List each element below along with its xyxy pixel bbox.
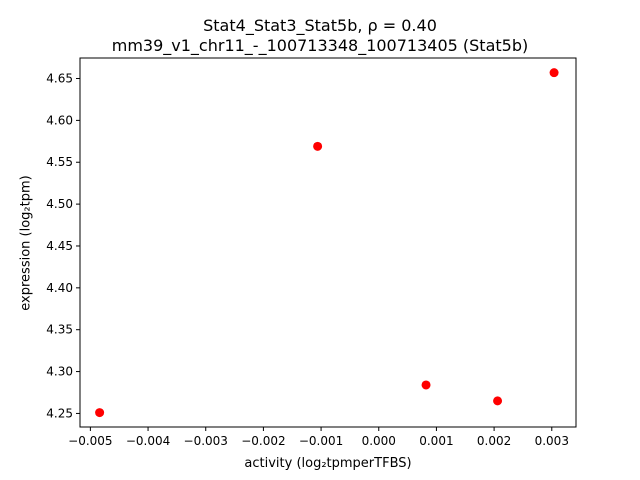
x-tick-label: 0.002: [477, 434, 511, 448]
y-tick-label: 4.40: [46, 281, 73, 295]
plot-frame: [79, 57, 577, 428]
y-tick-label: 4.60: [46, 113, 73, 127]
x-tick-label: −0.001: [299, 434, 343, 448]
data-point: [421, 380, 431, 390]
data-point: [493, 396, 503, 406]
x-tick-label: −0.002: [241, 434, 285, 448]
x-tick-label: −0.004: [126, 434, 170, 448]
y-tick-label: 4.25: [46, 406, 73, 420]
x-tick-label: 0.003: [535, 434, 569, 448]
y-tick-label: 4.65: [46, 72, 73, 86]
x-tick-label: 0.001: [419, 434, 453, 448]
chart-title-line2: mm39_v1_chr11_-_100713348_100713405 (Sta…: [111, 36, 529, 55]
y-tick-label: 4.35: [46, 323, 73, 337]
y-tick-label: 4.45: [46, 239, 73, 253]
data-point: [313, 141, 323, 151]
data-point: [95, 408, 105, 418]
y-tick-label: 4.30: [46, 365, 73, 379]
y-axis-label: expression (log₂tpm): [18, 175, 34, 311]
x-tick-label: −0.003: [184, 434, 228, 448]
chart-title-line1: Stat4_Stat3_Stat5b, ρ = 0.40: [203, 16, 437, 35]
x-tick-label: 0.000: [362, 434, 396, 448]
y-tick-label: 4.50: [46, 197, 73, 211]
x-axis-label: activity (log₂tpmperTFBS): [244, 456, 412, 471]
data-point: [549, 68, 559, 78]
y-tick-label: 4.55: [46, 155, 73, 169]
x-tick-label: −0.005: [68, 434, 112, 448]
